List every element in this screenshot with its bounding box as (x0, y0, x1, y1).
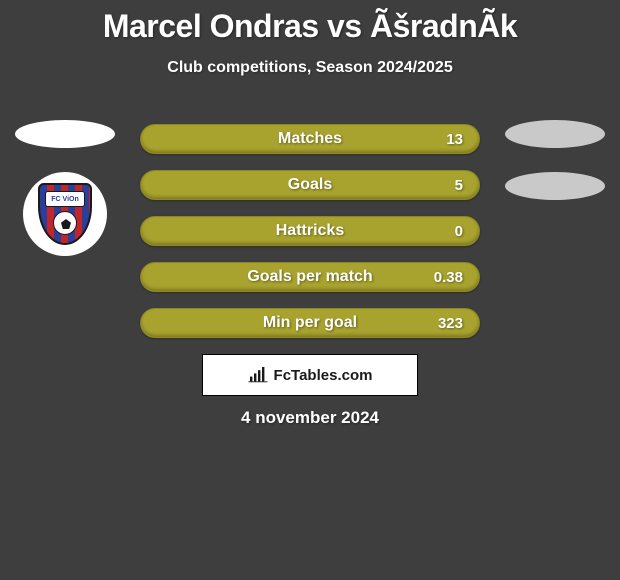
club-shield-icon: FC ViOn (38, 183, 92, 245)
stat-value: 323 (438, 315, 463, 332)
bar-chart-icon (248, 367, 268, 383)
stat-bar: Goals per match 0.38 (140, 262, 480, 292)
left-player-column: FC ViOn (10, 120, 120, 256)
left-player-club-badge: FC ViOn (23, 172, 107, 256)
stat-bar: Min per goal 323 (140, 308, 480, 338)
stat-bar: Goals 5 (140, 170, 480, 200)
attribution-badge: FcTables.com (202, 354, 418, 396)
soccer-ball-icon (53, 211, 77, 235)
stat-value: 5 (455, 177, 463, 194)
club-shield-label: FC ViOn (45, 191, 85, 207)
stats-bars: Matches 13 Goals 5 Hattricks 0 Goals per match… (140, 124, 480, 354)
stat-label: Goals per match (247, 268, 372, 286)
page-title: Marcel Ondras vs ÃšradnÃk (0, 0, 620, 45)
right-player-club-placeholder (505, 172, 605, 200)
snapshot-date: 4 november 2024 (0, 408, 620, 428)
stat-label: Min per goal (263, 314, 357, 332)
left-player-photo-placeholder (15, 120, 115, 148)
page-subtitle: Club competitions, Season 2024/2025 (0, 59, 620, 77)
stat-label: Matches (278, 130, 342, 148)
right-player-column (500, 120, 610, 224)
stat-value: 13 (446, 131, 463, 148)
stat-bar: Matches 13 (140, 124, 480, 154)
attribution-text: FcTables.com (274, 367, 373, 384)
stat-value: 0 (455, 223, 463, 240)
stat-label: Goals (288, 176, 332, 194)
stat-value: 0.38 (434, 269, 463, 286)
right-player-photo-placeholder (505, 120, 605, 148)
comparison-card: Marcel Ondras vs ÃšradnÃk Club competiti… (0, 0, 620, 580)
stat-label: Hattricks (276, 222, 344, 240)
stat-bar: Hattricks 0 (140, 216, 480, 246)
